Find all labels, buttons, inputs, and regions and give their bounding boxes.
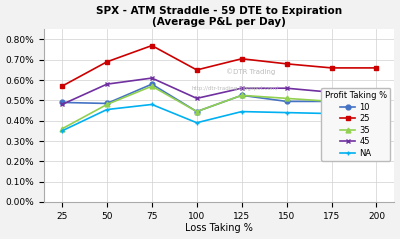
10 [60, 101, 64, 104]
Line: 35: 35 [60, 84, 379, 131]
35 [60, 127, 64, 130]
Line: NA: NA [60, 102, 379, 133]
25 [284, 62, 289, 65]
25 [239, 57, 244, 60]
NA [374, 114, 379, 117]
35 [150, 85, 154, 88]
10 [374, 100, 379, 103]
Line: 10: 10 [60, 82, 379, 114]
Text: http://dtr-trading.blogspot.com/: http://dtr-trading.blogspot.com/ [191, 86, 278, 91]
35 [239, 94, 244, 97]
NA [329, 112, 334, 115]
35 [104, 103, 109, 106]
45 [104, 83, 109, 86]
Text: ©DTR Trading: ©DTR Trading [226, 69, 276, 75]
45 [374, 90, 379, 93]
10 [239, 94, 244, 97]
45 [150, 77, 154, 80]
NA [104, 108, 109, 111]
Line: 45: 45 [60, 76, 379, 107]
10 [194, 110, 199, 113]
35 [284, 97, 289, 100]
45 [194, 97, 199, 100]
NA [194, 121, 199, 124]
NA [284, 111, 289, 114]
NA [150, 103, 154, 106]
45 [60, 103, 64, 106]
25 [104, 60, 109, 63]
Legend: 10, 25, 35, 45, NA: 10, 25, 35, 45, NA [322, 88, 390, 161]
25 [329, 66, 334, 69]
25 [150, 44, 154, 47]
NA [60, 130, 64, 132]
Line: 25: 25 [60, 43, 379, 89]
25 [194, 69, 199, 71]
10 [284, 100, 289, 103]
10 [150, 83, 154, 86]
35 [374, 100, 379, 103]
10 [329, 100, 334, 103]
25 [374, 66, 379, 69]
NA [239, 110, 244, 113]
45 [239, 87, 244, 90]
25 [60, 85, 64, 88]
45 [284, 87, 289, 90]
10 [104, 102, 109, 105]
Title: SPX - ATM Straddle - 59 DTE to Expiration
(Average P&L per Day): SPX - ATM Straddle - 59 DTE to Expiratio… [96, 5, 342, 27]
35 [194, 110, 199, 113]
45 [329, 91, 334, 94]
35 [329, 100, 334, 103]
X-axis label: Loss Taking %: Loss Taking % [185, 223, 253, 234]
